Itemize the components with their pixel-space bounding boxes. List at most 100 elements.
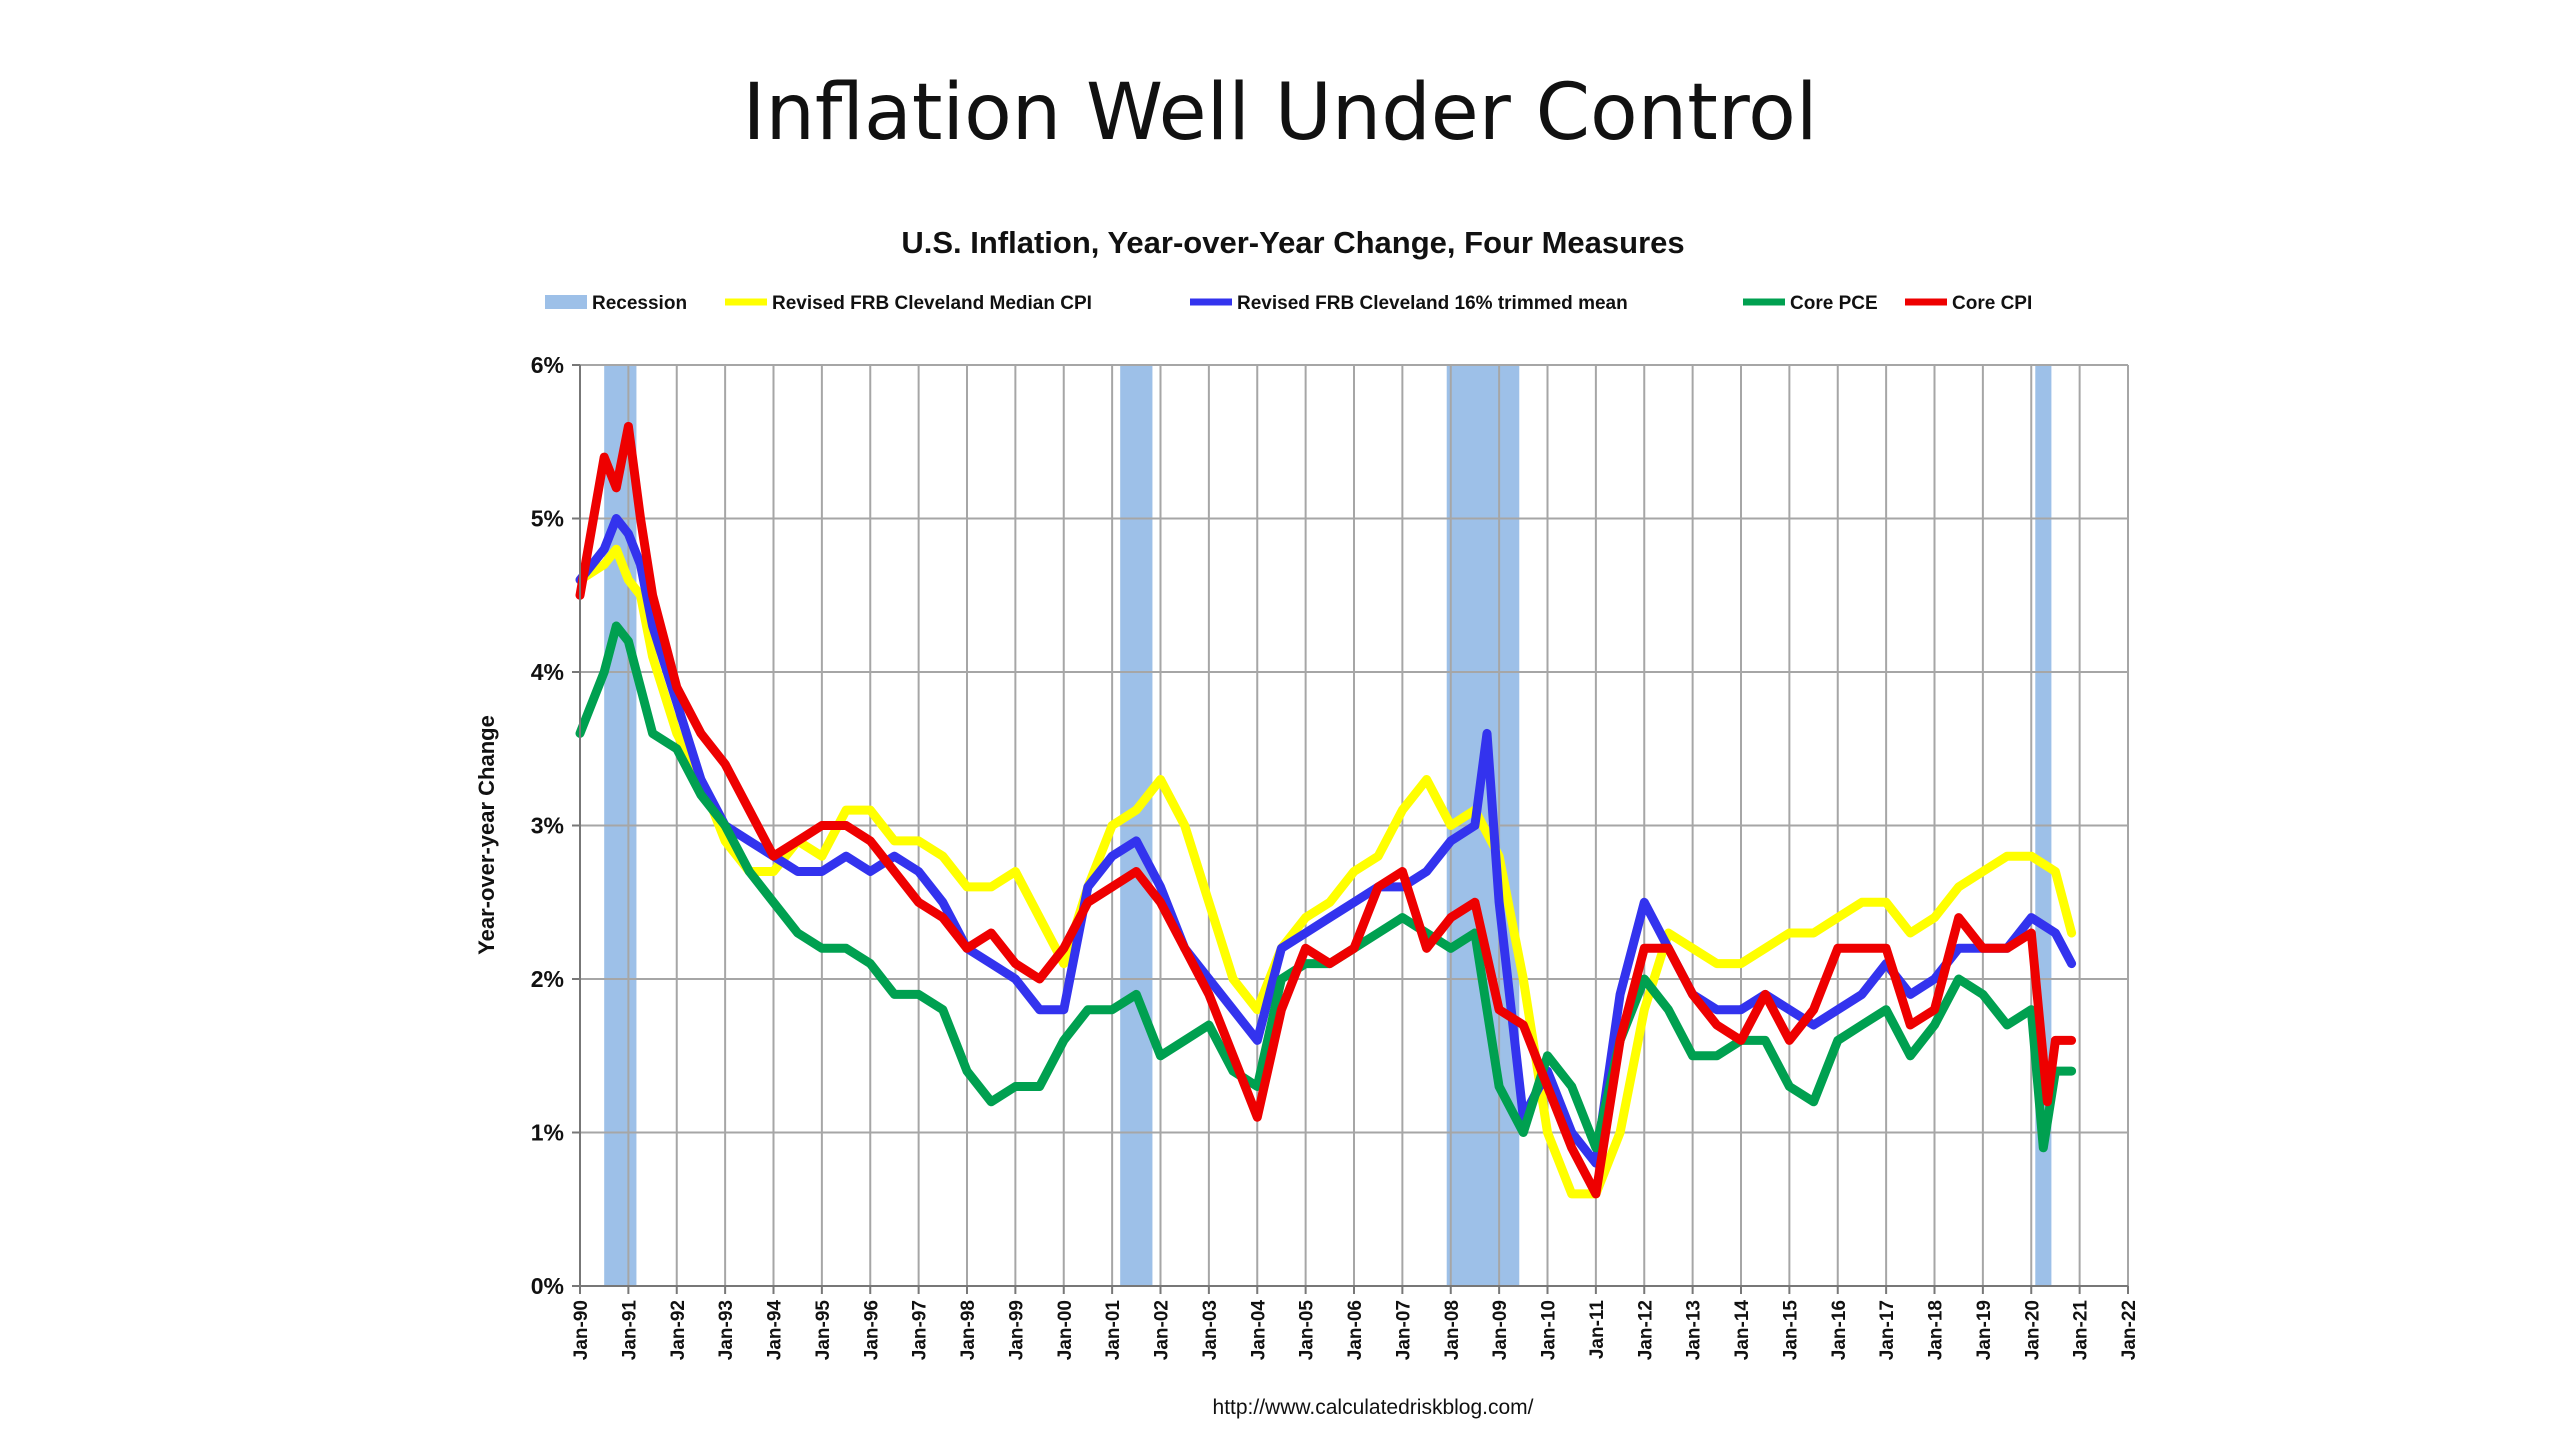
data-point — [1108, 822, 1116, 829]
source-url: http://www.calculatedriskblog.com/ — [1213, 1396, 1534, 1419]
data-point — [1302, 944, 1310, 952]
data-point — [890, 990, 898, 998]
x-tick-label: Jan-14 — [1732, 1300, 1753, 1361]
data-point — [2068, 960, 2076, 968]
data-point — [1931, 914, 1938, 922]
data-point — [1398, 868, 1406, 875]
data-point — [624, 576, 632, 584]
y-axis-label: Year-over-year Change — [474, 715, 499, 955]
data-point — [1084, 898, 1092, 906]
data-point — [1592, 1190, 1600, 1198]
data-point — [1810, 1006, 1818, 1014]
data-point — [1181, 822, 1189, 829]
x-tick-label: Jan-92 — [668, 1300, 689, 1360]
x-tick-label: Jan-09 — [1490, 1300, 1511, 1360]
data-point — [1398, 914, 1406, 922]
data-point — [818, 944, 826, 952]
data-point — [721, 760, 729, 768]
data-point — [1447, 837, 1455, 845]
data-point — [1761, 944, 1769, 952]
x-tick-label: Jan-19 — [1974, 1300, 1995, 1360]
data-point — [624, 422, 632, 430]
data-point — [1447, 822, 1455, 829]
data-point — [1132, 837, 1140, 845]
data-point — [963, 944, 971, 952]
data-point — [1785, 1006, 1793, 1014]
data-point — [1374, 883, 1382, 891]
legend-label: Core PCE — [1790, 293, 1878, 314]
data-point — [1906, 929, 1914, 937]
data-point — [745, 868, 753, 875]
data-point — [1495, 898, 1503, 906]
y-tick-label: 3% — [531, 813, 564, 839]
data-point — [1229, 1006, 1237, 1014]
data-point — [612, 484, 620, 492]
axes: 0% 1% 2% 3% 4% 5% 6% Jan-90 Jan-91 Jan-92 Jan-93 Ja… — [531, 352, 2140, 1360]
x-tick-label: Jan-06 — [1345, 1300, 1366, 1360]
grid-lines — [580, 364, 2129, 1286]
data-point — [866, 837, 874, 845]
data-point — [842, 944, 850, 952]
x-tick-label: Jan-12 — [1635, 1300, 1656, 1360]
data-point — [770, 898, 777, 906]
data-point — [1423, 868, 1431, 875]
data-point — [1084, 883, 1092, 891]
data-point — [600, 668, 608, 676]
data-point — [1931, 975, 1938, 983]
data-point — [866, 960, 874, 968]
x-tick-label: Jan-13 — [1684, 1300, 1705, 1360]
data-point — [770, 852, 777, 860]
data-point — [1423, 776, 1431, 783]
data-point — [2051, 929, 2059, 937]
data-point — [745, 837, 753, 845]
x-tick-label: Jan-00 — [1055, 1300, 1076, 1360]
data-point — [2027, 1006, 2035, 1014]
x-tick-label: Jan-98 — [958, 1300, 979, 1360]
data-point — [1931, 1006, 1938, 1014]
data-point — [1834, 1036, 1842, 1044]
data-point — [745, 806, 753, 814]
series-line — [575, 421, 2077, 1199]
data-point — [1713, 1052, 1721, 1060]
data-point — [1253, 1113, 1261, 1121]
data-point — [1858, 1021, 1866, 1029]
data-point — [1447, 944, 1455, 952]
data-point — [1519, 975, 1527, 983]
data-point — [2027, 852, 2035, 860]
data-point — [1713, 1006, 1721, 1014]
chart-title: U.S. Inflation, Year-over-Year Change, F… — [901, 225, 1684, 260]
data-point — [1689, 944, 1697, 952]
data-point — [1979, 868, 1987, 875]
data-point — [1205, 1021, 1213, 1029]
y-tick-label: 0% — [531, 1273, 564, 1299]
data-point — [842, 852, 850, 860]
data-point — [1326, 914, 1334, 922]
data-point — [1277, 944, 1285, 952]
data-point — [1181, 944, 1189, 952]
chart-legend: Recession Revised FRB Cleveland Median CP… — [545, 293, 2032, 314]
data-point — [1858, 898, 1866, 906]
x-tick-label: Jan-93 — [716, 1300, 737, 1360]
data-point — [963, 883, 971, 891]
data-point — [1906, 1021, 1914, 1029]
x-tick-label: Jan-22 — [2119, 1300, 2140, 1360]
data-point — [1108, 1006, 1116, 1014]
data-point — [1302, 914, 1310, 922]
data-point — [624, 637, 632, 645]
data-point — [1253, 1083, 1261, 1090]
data-point — [1483, 729, 1491, 737]
data-point — [1737, 1006, 1745, 1014]
data-point — [1834, 914, 1842, 922]
data-point — [2051, 868, 2059, 875]
data-point — [1955, 944, 1963, 952]
data-point — [1689, 990, 1697, 998]
data-point — [1640, 1006, 1648, 1014]
data-point — [1689, 1052, 1697, 1060]
data-point — [1350, 944, 1358, 952]
data-point — [890, 868, 898, 875]
data-point — [915, 837, 923, 845]
data-point — [697, 776, 705, 783]
y-tick-label: 4% — [531, 659, 564, 685]
data-point — [1810, 929, 1818, 937]
data-point — [600, 561, 608, 568]
